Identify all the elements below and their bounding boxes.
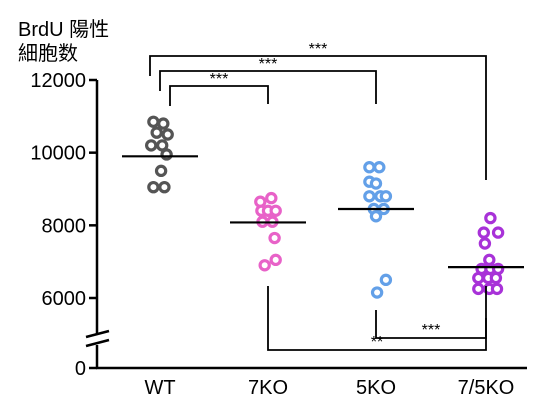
significance-label: *** xyxy=(210,71,229,88)
x-tick-label: 7/5KO xyxy=(458,377,515,399)
data-point xyxy=(472,271,485,285)
y-tick-label: 10000 xyxy=(30,143,86,165)
data-point xyxy=(144,139,158,152)
data-point xyxy=(489,271,503,285)
data-point xyxy=(269,204,282,217)
data-point xyxy=(158,180,171,194)
data-point xyxy=(269,253,282,267)
data-point xyxy=(155,139,169,152)
data-point xyxy=(370,286,384,299)
data-point xyxy=(478,237,492,250)
data-point xyxy=(491,226,505,239)
x-tick-label: 5KO xyxy=(356,377,396,399)
significance-bracket xyxy=(159,70,377,104)
data-point xyxy=(150,126,163,139)
significance-bracket xyxy=(267,286,487,351)
data-point xyxy=(154,164,168,178)
data-point xyxy=(472,282,485,296)
data-point xyxy=(369,177,383,190)
data-point xyxy=(265,191,278,205)
data-point xyxy=(363,190,376,203)
axis-break-mark xyxy=(85,338,110,348)
data-point xyxy=(147,115,160,128)
x-tick-label: WT xyxy=(144,377,175,399)
y-tick-label: 12000 xyxy=(30,70,86,92)
data-point xyxy=(258,259,271,272)
y-tick-label: 6000 xyxy=(42,288,87,310)
data-point xyxy=(363,160,376,174)
data-point xyxy=(484,211,497,225)
data-point xyxy=(157,117,170,130)
y-axis-label-line-1: BrdU 陽性 xyxy=(18,19,110,41)
data-point xyxy=(369,210,383,223)
x-tick-label: 7KO xyxy=(248,377,288,399)
significance-bracket xyxy=(169,85,269,106)
y-tick-label: 0 xyxy=(75,358,86,380)
significance-bracket xyxy=(149,55,487,180)
data-point xyxy=(379,273,393,287)
y-axis-label-line-2: 細胞数 xyxy=(18,43,78,65)
data-point xyxy=(268,231,281,245)
significance-label: ** xyxy=(371,334,383,351)
significance-label: *** xyxy=(422,322,441,339)
significance-label: *** xyxy=(309,41,328,58)
data-point xyxy=(161,128,174,141)
significance-label: *** xyxy=(259,56,278,73)
data-point xyxy=(490,282,504,296)
axis-break-mark xyxy=(85,329,110,339)
data-point xyxy=(477,226,490,239)
data-point xyxy=(160,148,173,161)
data-point xyxy=(379,190,393,203)
y-tick-label: 8000 xyxy=(42,215,87,237)
data-point xyxy=(147,180,160,194)
data-point xyxy=(373,160,386,174)
